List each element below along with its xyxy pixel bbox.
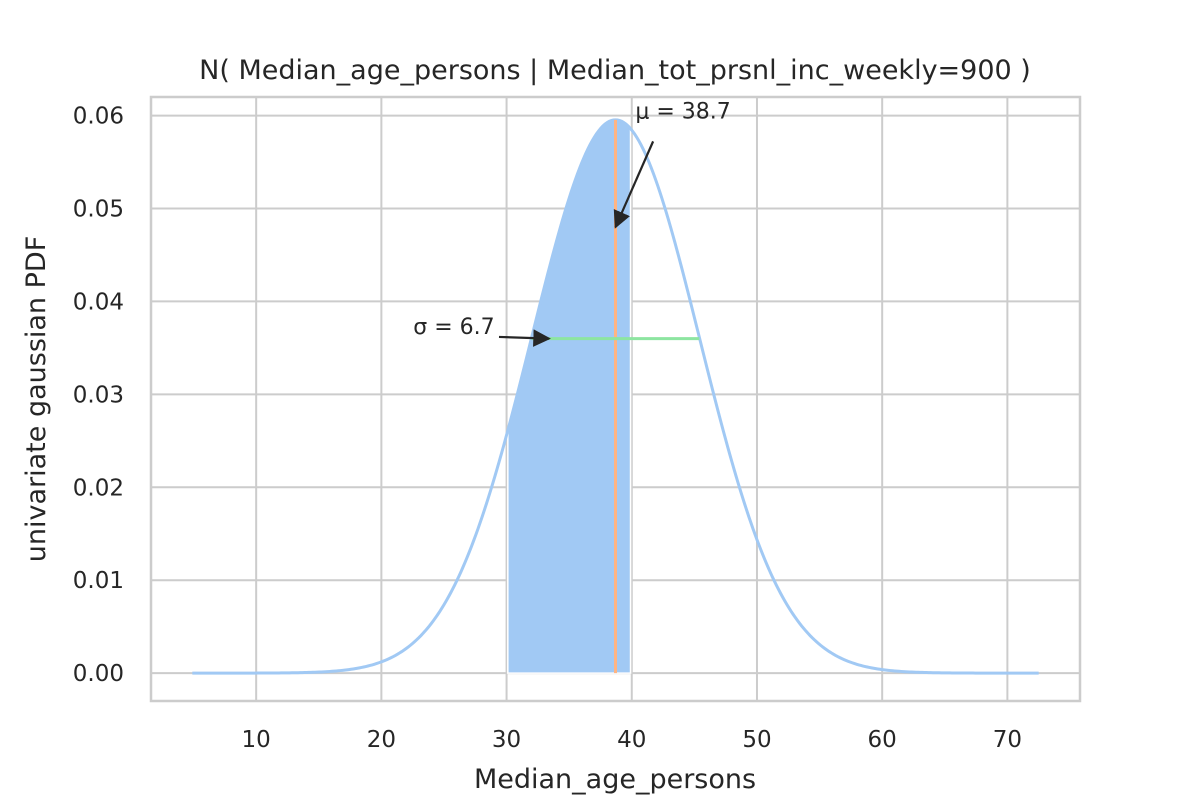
- y-tick-label: 0.04: [73, 289, 124, 315]
- y-tick-label: 0.05: [73, 197, 124, 223]
- annotations: μ = 38.7 σ = 6.7: [413, 99, 731, 347]
- y-tick-label: 0.01: [73, 568, 124, 594]
- x-tick-label: 30: [492, 727, 521, 753]
- x-tick-label: 60: [868, 727, 897, 753]
- x-tick-label: 10: [242, 727, 271, 753]
- y-tick-label: 0.06: [73, 104, 124, 130]
- y-tick-label: 0.03: [73, 382, 124, 408]
- mu-arrow: [613, 140, 655, 229]
- y-tick-label: 0.02: [73, 475, 124, 501]
- mu-annotation-label: μ = 38.7: [635, 99, 730, 124]
- sigma-arrow: [498, 329, 551, 347]
- x-tick-label: 20: [367, 727, 396, 753]
- x-tick-label: 70: [993, 727, 1022, 753]
- x-tick-label: 50: [742, 727, 771, 753]
- tick-labels: 10 20 30 40 50 60 70 0.00 0.01 0.02 0.03 0.04 0.05 0.…: [73, 104, 1022, 753]
- plot-frame: [149, 95, 1082, 703]
- sigma-annotation-label: σ = 6.7: [413, 315, 494, 340]
- y-axis-label: univariate gaussian PDF: [21, 236, 52, 562]
- x-tick-label: 40: [617, 727, 646, 753]
- chart-title: N( Median_age_persons | Median_tot_prsnl…: [199, 55, 1031, 86]
- y-tick-label: 0.00: [73, 661, 124, 687]
- x-axis-label: Median_age_persons: [474, 764, 756, 795]
- plot-area: [192, 118, 1039, 675]
